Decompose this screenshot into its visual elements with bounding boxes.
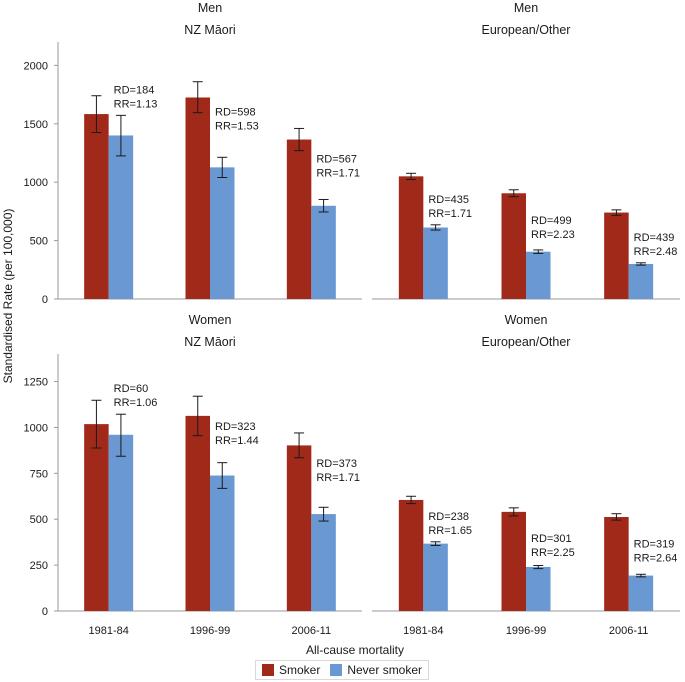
annotation-rr-men-european: RR=2.23 [531, 229, 575, 241]
legend-label-never-smoker: Never smoker [347, 663, 423, 677]
y-tick-label-men-maori: 0 [42, 294, 48, 306]
panel-subtitle-women-maori: NZ Māori [184, 335, 235, 349]
y-tick-label-men-maori: 1000 [24, 177, 48, 189]
panel-title-men-maori: Men [198, 1, 222, 15]
bar-never-smoker-women-maori [210, 475, 235, 611]
annotation-rd-men-european: RD=499 [531, 215, 572, 227]
bar-never-smoker-men-maori [108, 135, 134, 299]
annotation-rd-women-maori: RD=60 [114, 383, 149, 395]
bar-never-smoker-women-maori [108, 434, 134, 611]
x-tick-label-women-european: 2006-11 [609, 625, 649, 637]
bar-smoker-men-maori [185, 97, 210, 299]
bar-never-smoker-women-european [628, 575, 654, 611]
x-tick-label-women-european: 1981-84 [403, 625, 443, 637]
annotation-rd-women-european: RD=319 [634, 539, 675, 551]
legend-item-never-smoker: Never smoker [330, 663, 422, 677]
bar-never-smoker-men-maori [311, 205, 336, 299]
x-tick-label-women-maori: 1981-84 [88, 625, 128, 637]
bar-smoker-men-maori [84, 114, 109, 300]
annotation-rd-men-european: RD=439 [634, 232, 675, 244]
bar-smoker-men-maori [286, 139, 312, 299]
annotation-rd-men-european: RD=435 [428, 194, 469, 206]
legend: Smoker Never smoker [255, 660, 430, 680]
annotation-rd-men-maori: RD=567 [316, 153, 357, 165]
x-tick-label-women-maori: 2006-11 [292, 625, 332, 637]
x-tick-label-women-european: 1996-99 [506, 625, 546, 637]
annotation-rr-men-european: RR=1.71 [428, 208, 472, 220]
bar-smoker-women-maori [185, 415, 210, 611]
panel-title-men-european: Men [514, 1, 538, 15]
x-axis-label: All-cause mortality [306, 643, 404, 657]
annotation-rr-women-maori: RR=1.71 [316, 472, 360, 484]
annotation-rr-women-maori: RR=1.44 [215, 435, 259, 447]
annotation-rd-men-maori: RD=598 [215, 107, 256, 119]
y-tick-label-women-maori: 250 [30, 560, 48, 572]
bar-never-smoker-men-european [628, 263, 654, 299]
annotation-rr-men-european: RR=2.48 [634, 246, 678, 258]
y-tick-label-women-maori: 1000 [24, 422, 48, 434]
bar-smoker-women-european [501, 511, 526, 611]
panel-subtitle-women-european: European/Other [482, 335, 571, 349]
annotation-rr-women-european: RR=1.65 [428, 525, 472, 537]
bar-never-smoker-women-maori [311, 514, 336, 611]
bar-smoker-women-maori [286, 445, 312, 611]
bar-never-smoker-women-european [423, 543, 448, 611]
x-tick-label-women-maori: 1996-99 [190, 625, 230, 637]
bar-never-smoker-men-european [526, 251, 551, 299]
bar-never-smoker-men-maori [210, 167, 235, 299]
panel-title-women-european: Women [505, 313, 548, 327]
annotation-rr-men-maori: RR=1.71 [316, 167, 360, 179]
bar-never-smoker-men-european [423, 227, 448, 299]
bar-smoker-men-european [398, 176, 424, 299]
annotation-rr-women-european: RR=2.25 [531, 547, 575, 559]
y-axis-label: Standardised Rate (per 100,000) [1, 209, 15, 384]
y-tick-label-women-maori: 0 [42, 606, 48, 618]
y-tick-label-men-maori: 2000 [24, 60, 48, 72]
legend-label-smoker: Smoker [279, 663, 321, 677]
annotation-rd-men-maori: RD=184 [114, 84, 155, 96]
bar-never-smoker-women-european [526, 566, 551, 611]
annotation-rr-women-maori: RR=1.06 [114, 397, 158, 409]
y-tick-label-men-maori: 1500 [24, 119, 48, 131]
y-tick-label-men-maori: 500 [30, 236, 48, 248]
bar-smoker-women-maori [84, 424, 109, 611]
bar-smoker-women-european [604, 517, 629, 611]
panel-subtitle-men-european: European/Other [482, 23, 571, 37]
annotation-rd-women-maori: RD=373 [316, 458, 357, 470]
annotation-rr-men-maori: RR=1.53 [215, 121, 259, 133]
annotation-rd-women-european: RD=301 [531, 533, 572, 545]
panel-subtitle-men-maori: NZ Māori [184, 23, 235, 37]
legend-item-smoker: Smoker [262, 663, 320, 677]
y-tick-label-women-maori: 500 [30, 514, 48, 526]
annotation-rd-women-maori: RD=323 [215, 421, 256, 433]
annotation-rd-women-european: RD=238 [428, 511, 469, 523]
annotation-rr-men-maori: RR=1.13 [114, 98, 158, 110]
y-tick-label-women-maori: 1250 [24, 377, 48, 389]
legend-swatch-never-smoker [330, 664, 343, 676]
annotation-rr-women-european: RR=2.64 [634, 553, 678, 565]
bar-smoker-men-european [501, 193, 526, 299]
y-tick-label-women-maori: 750 [30, 468, 48, 480]
bar-smoker-women-european [398, 499, 424, 611]
bar-smoker-men-european [604, 212, 629, 299]
legend-swatch-smoker [262, 664, 274, 676]
panel-title-women-maori: Women [189, 313, 232, 327]
